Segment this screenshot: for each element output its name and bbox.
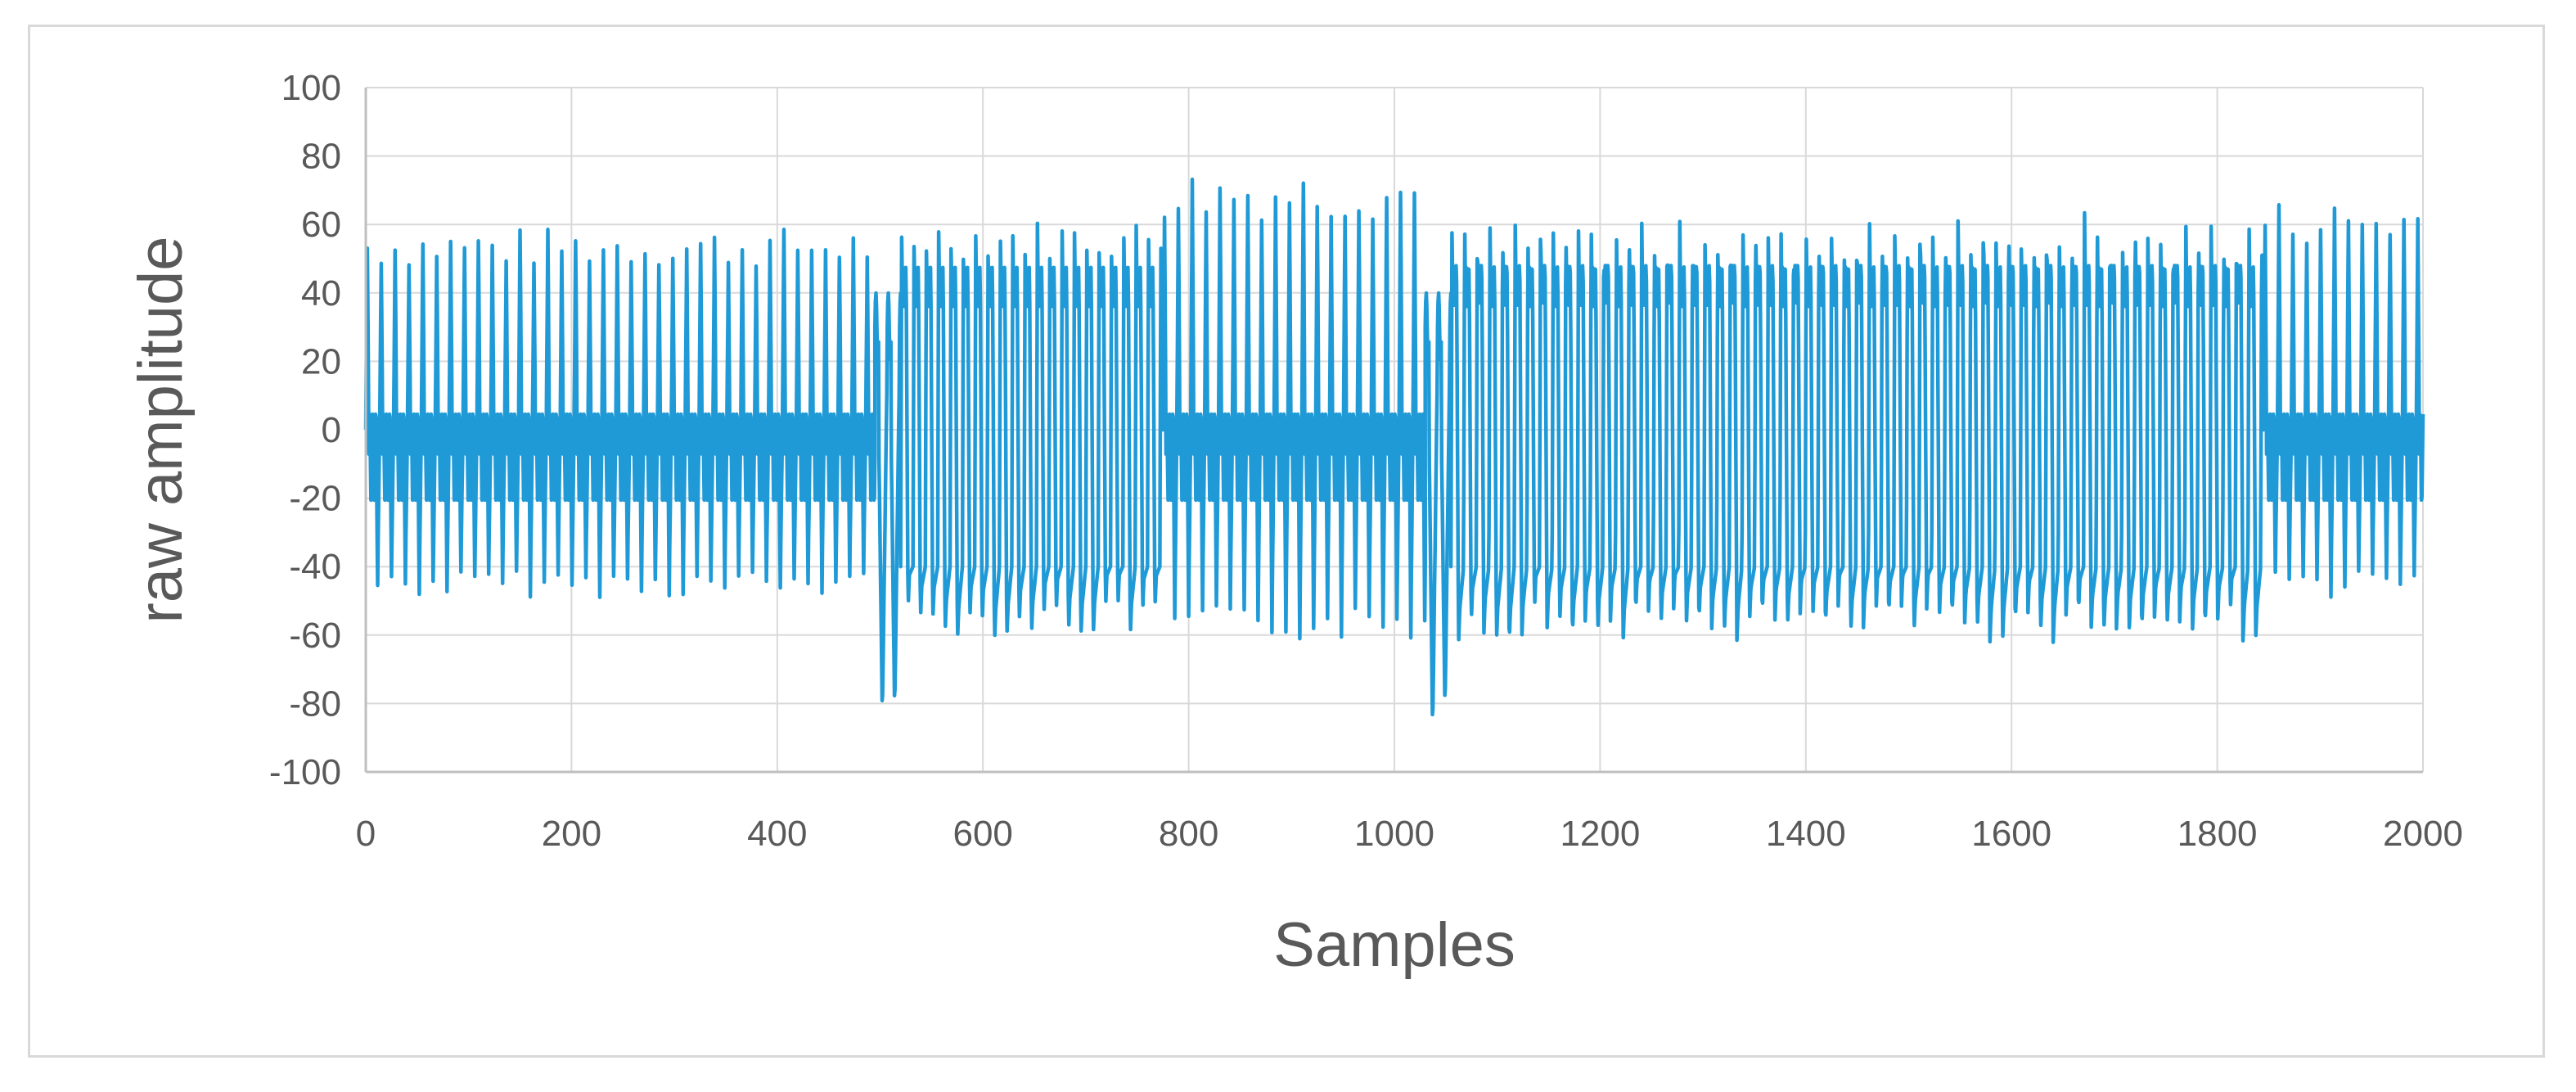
x-tick-label: 1000 — [1354, 814, 1434, 854]
x-tick-label: 1400 — [1766, 814, 1846, 854]
y-tick-label: 80 — [301, 137, 341, 177]
x-tick-label: 200 — [542, 814, 601, 854]
x-tick-label: 600 — [952, 814, 1012, 854]
y-tick-label: 20 — [301, 341, 341, 381]
x-tick-label: 800 — [1159, 814, 1218, 854]
x-tick-label: 0 — [356, 814, 376, 854]
y-tick-label: 60 — [301, 205, 341, 245]
x-axis-title: Samples — [1273, 910, 1515, 980]
x-tick-label: 1800 — [2177, 814, 2258, 854]
series-line — [363, 177, 2425, 717]
y-tick-label: -60 — [289, 616, 341, 656]
series-layer — [363, 177, 2425, 717]
x-tick-label: 400 — [747, 814, 807, 854]
x-tick-label: 1600 — [1971, 814, 2051, 854]
y-tick-labels: 100 80 60 40 20 0 -20 -40 -60 -80 -100 — [269, 68, 341, 792]
x-tick-label: 2000 — [2383, 814, 2463, 854]
y-tick-label: -100 — [269, 752, 341, 792]
axes — [364, 88, 2423, 774]
x-tick-labels: 0 200 400 600 800 1000 1200 1400 1600 1800 2000 — [356, 814, 2463, 854]
y-axis-title: raw amplitude — [126, 236, 196, 623]
y-tick-label: -40 — [289, 547, 341, 587]
y-tick-label: 100 — [281, 68, 341, 108]
y-tick-label: -80 — [289, 684, 341, 724]
y-tick-label: -20 — [289, 479, 341, 519]
x-tick-label: 1200 — [1560, 814, 1640, 854]
y-tick-label: 0 — [322, 410, 341, 450]
y-tick-label: 40 — [301, 273, 341, 314]
